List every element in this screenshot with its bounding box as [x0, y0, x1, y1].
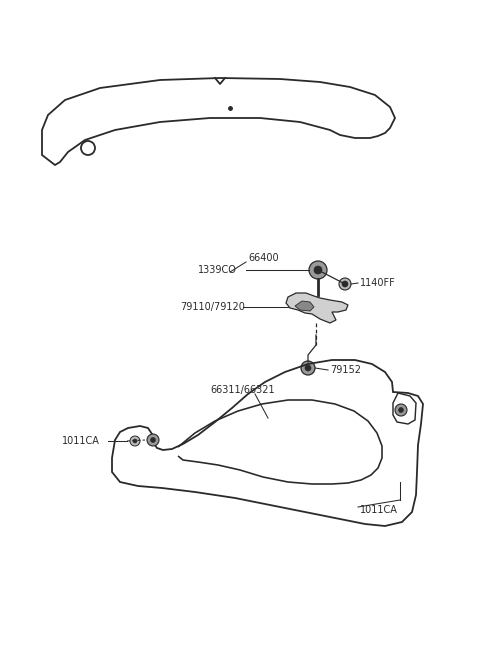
Circle shape — [130, 436, 140, 446]
Circle shape — [339, 278, 351, 290]
Text: 1011CA: 1011CA — [360, 505, 398, 515]
Circle shape — [395, 404, 407, 416]
Polygon shape — [295, 301, 314, 311]
Circle shape — [398, 407, 404, 413]
Text: 66311/66321: 66311/66321 — [210, 385, 275, 395]
Text: 1140FF: 1140FF — [360, 278, 396, 288]
Text: 66400: 66400 — [248, 253, 278, 263]
Circle shape — [342, 281, 348, 287]
Polygon shape — [286, 293, 348, 323]
Circle shape — [301, 361, 315, 375]
Circle shape — [309, 261, 327, 279]
Circle shape — [305, 365, 311, 371]
Text: 79110/79120: 79110/79120 — [180, 302, 245, 312]
Circle shape — [147, 434, 159, 446]
Circle shape — [133, 439, 137, 443]
Text: 1339CO: 1339CO — [198, 265, 237, 275]
Circle shape — [151, 438, 156, 443]
Text: 79152: 79152 — [330, 365, 361, 375]
Circle shape — [314, 266, 322, 274]
Text: 1011CA: 1011CA — [62, 436, 100, 446]
